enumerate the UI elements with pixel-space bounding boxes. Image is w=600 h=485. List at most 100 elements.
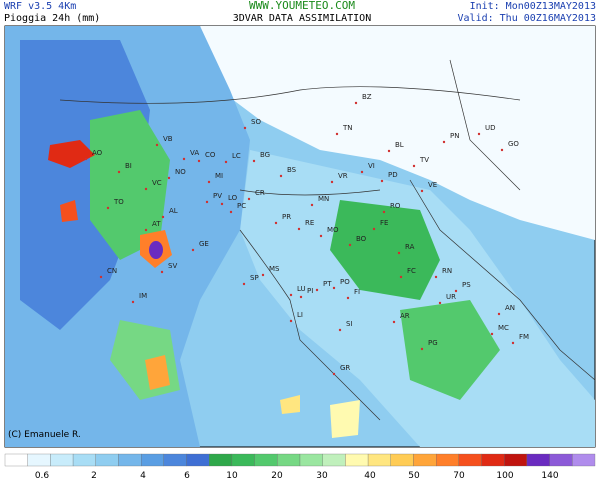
- city-labels: AO BI VB VA CO LC SO BG BS TN BZ BL PN UD GO TV VE PD VI VR…: [84, 93, 529, 376]
- city-dot: [330, 180, 334, 184]
- city-dot: [297, 227, 301, 231]
- city-label: RA: [405, 243, 415, 251]
- city-label: MO: [327, 226, 339, 234]
- city-dot: [131, 300, 135, 304]
- city-label: UR: [446, 293, 456, 301]
- city-dot: [382, 210, 386, 214]
- city-dot: [144, 187, 148, 191]
- city-label: PT: [323, 280, 332, 288]
- city-dot: [279, 174, 283, 178]
- city-dot: [420, 189, 424, 193]
- city-dot: [511, 341, 515, 345]
- city-label: LC: [232, 152, 241, 160]
- city-label: MC: [498, 324, 509, 332]
- model-label: WRF v3.5 4Km: [4, 1, 76, 12]
- city-dot: [387, 149, 391, 153]
- city-label: BS: [287, 166, 297, 174]
- city-label: FC: [407, 267, 416, 275]
- city-dot: [335, 132, 339, 136]
- colorbar-swatch: [50, 453, 74, 467]
- city-dot: [497, 312, 501, 316]
- product-label: Pioggia 24h (mm): [4, 13, 100, 24]
- city-label: UD: [485, 124, 496, 132]
- city-label: RN: [442, 267, 452, 275]
- city-label: CR: [255, 189, 265, 197]
- city-dot: [420, 347, 424, 351]
- city-label: AO: [92, 149, 103, 157]
- city-dot: [160, 270, 164, 274]
- city-dot: [299, 295, 303, 299]
- city-label: PD: [388, 171, 398, 179]
- city-dot: [380, 179, 384, 183]
- colorbar-label: 50: [408, 471, 420, 481]
- city-label: GO: [508, 140, 519, 148]
- city-label: SI: [346, 320, 353, 328]
- valid-time: Valid: Thu 00Z16MAY2013: [458, 13, 596, 24]
- colorbar-swatch: [345, 453, 369, 467]
- colorbar-swatch: [95, 453, 119, 467]
- city-dot: [360, 170, 364, 174]
- city-label: BL: [395, 141, 404, 149]
- colorbar-swatch: [367, 453, 391, 467]
- city-dot: [315, 288, 319, 292]
- city-label: LO: [228, 194, 238, 202]
- city-dot: [454, 289, 458, 293]
- city-label: BI: [125, 162, 132, 170]
- city-dot: [392, 320, 396, 324]
- colorbar-label: 2: [91, 471, 97, 481]
- city-dot: [261, 273, 265, 277]
- city-dot: [412, 164, 416, 168]
- city-label: VE: [428, 181, 437, 189]
- city-label: SV: [168, 262, 177, 270]
- city-dot: [191, 248, 195, 252]
- colorbar-swatch: [390, 453, 414, 467]
- city-dot: [500, 148, 504, 152]
- city-label: NO: [175, 168, 186, 176]
- colorbar-label: 100: [496, 471, 513, 481]
- city-label: PR: [282, 213, 291, 221]
- city-dot: [207, 180, 211, 184]
- colorbar-label: 10: [226, 471, 238, 481]
- colorbar-swatch: [458, 453, 482, 467]
- city-label: RO: [390, 202, 401, 210]
- city-label: VR: [338, 172, 348, 180]
- colorbar-label: 40: [364, 471, 376, 481]
- city-dot: [167, 176, 171, 180]
- colorbar-swatch: [572, 453, 596, 467]
- colorbar-swatch: [231, 453, 255, 467]
- colorbar-label: 20: [271, 471, 283, 481]
- city-label: BG: [260, 151, 270, 159]
- colorbar-label: 4: [140, 471, 146, 481]
- city-dot: [161, 215, 165, 219]
- city-label: AN: [505, 304, 515, 312]
- city-dot: [99, 275, 103, 279]
- colorbar-swatch: [163, 453, 187, 467]
- colorbar-swatch: [72, 453, 96, 467]
- city-label: CO: [205, 151, 216, 159]
- colorbar-swatch: [481, 453, 505, 467]
- city-dot: [242, 282, 246, 286]
- site-label: WWW.YOUMETEO.COM: [249, 0, 355, 12]
- colorbar-swatch: [277, 453, 301, 467]
- city-dot: [442, 140, 446, 144]
- city-dot: [117, 170, 121, 174]
- colorbar-swatch: [4, 453, 28, 467]
- city-label: FE: [380, 219, 388, 227]
- city-label: GE: [199, 240, 209, 248]
- colorbar-swatch: [254, 453, 278, 467]
- city-label: MS: [269, 265, 280, 273]
- city-dot: [229, 210, 233, 214]
- city-dot: [490, 332, 494, 336]
- city-dot: [144, 228, 148, 232]
- colorbar-swatch: [209, 453, 233, 467]
- city-dot: [319, 234, 323, 238]
- city-label: FI: [354, 288, 360, 296]
- city-label: TO: [113, 198, 124, 206]
- city-label: MN: [318, 195, 329, 203]
- map-field: [4, 25, 596, 448]
- city-dot: [197, 159, 201, 163]
- city-label: VB: [163, 135, 173, 143]
- city-dot: [346, 296, 350, 300]
- city-dot: [354, 101, 358, 105]
